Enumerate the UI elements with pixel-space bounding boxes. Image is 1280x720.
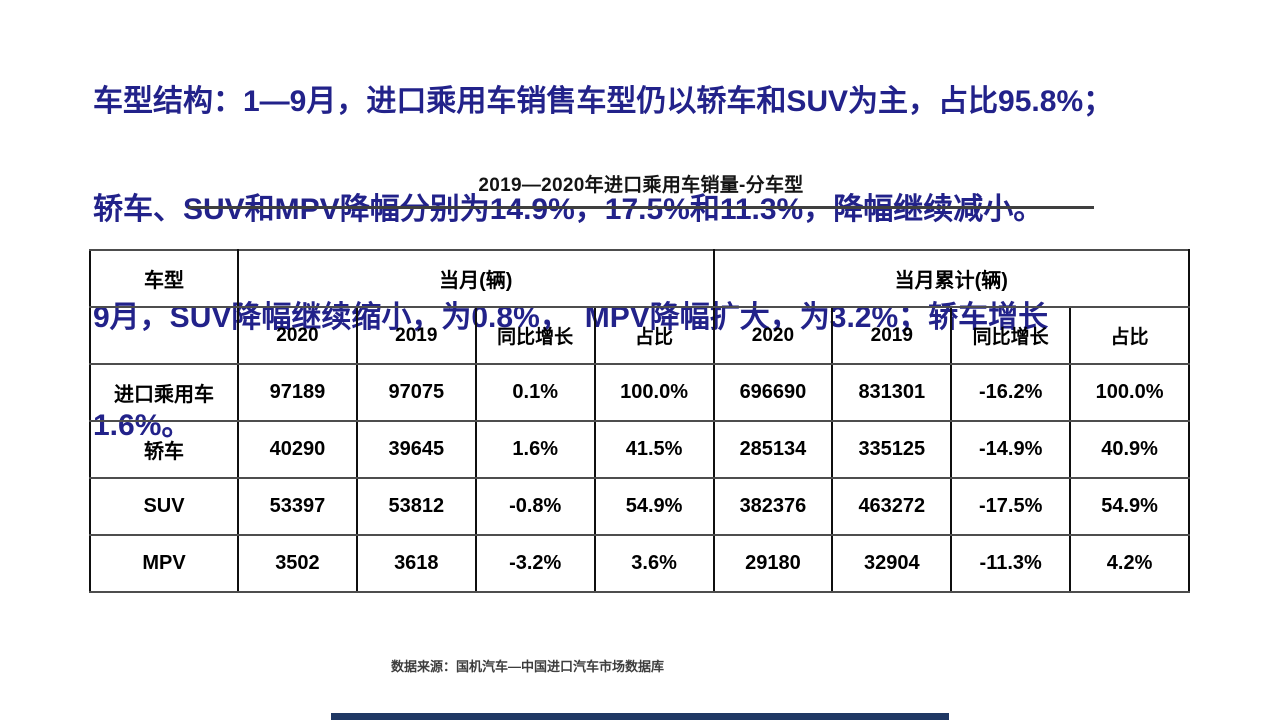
- sub-header-cum-2019: 2019: [831, 306, 953, 365]
- cell-cum-2019: 32904: [831, 534, 953, 593]
- sales-table: 车型 当月(辆) 当月累计(辆) 2020 2019 同比增长 占比 2020 …: [89, 249, 1190, 593]
- cell-cum-2019: 463272: [831, 477, 953, 536]
- vehicle-type-empty-cell: [89, 306, 239, 365]
- cell-month-2020: 3502: [237, 534, 358, 593]
- table-row-mpv: MPV 3502 3618 -3.2% 3.6% 29180 32904 -11…: [89, 534, 1190, 593]
- cell-month-2019: 3618: [355, 534, 477, 593]
- cell-month-2020: 97189: [237, 363, 358, 422]
- cell-month-yoy: 0.1%: [474, 363, 596, 422]
- title-underline: [188, 206, 1094, 209]
- cell-cum-share: 40.9%: [1069, 420, 1190, 479]
- cell-month-share: 3.6%: [593, 534, 715, 593]
- cell-month-2019: 39645: [355, 420, 477, 479]
- sub-header-cum-yoy: 同比增长: [950, 306, 1072, 365]
- sub-header-month-2020: 2020: [237, 306, 358, 365]
- cell-month-2020: 40290: [237, 420, 358, 479]
- cell-cum-yoy: -11.3%: [950, 534, 1072, 593]
- heading-line-1: 车型结构：1—9月，进口乘用车销售车型仍以轿车和SUV为主，占比95.8%；: [93, 85, 1114, 118]
- cell-cum-share: 4.2%: [1069, 534, 1190, 593]
- cell-month-yoy: 1.6%: [474, 420, 596, 479]
- row-label: 进口乘用车: [89, 363, 239, 422]
- cell-month-2019: 97075: [355, 363, 477, 422]
- cell-month-2019: 53812: [355, 477, 477, 536]
- cell-cum-2020: 696690: [712, 363, 834, 422]
- cell-cum-2020: 285134: [712, 420, 834, 479]
- table-row-suv: SUV 53397 53812 -0.8% 54.9% 382376 46327…: [89, 477, 1190, 536]
- cell-month-yoy: -3.2%: [474, 534, 596, 593]
- cell-cum-2020: 382376: [712, 477, 834, 536]
- table-row-sedan: 轿车 40290 39645 1.6% 41.5% 285134 335125 …: [89, 420, 1190, 479]
- table-sub-header-row: 2020 2019 同比增长 占比 2020 2019 同比增长 占比: [89, 306, 1190, 365]
- row-label: 轿车: [89, 420, 239, 479]
- sub-header-cum-2020: 2020: [712, 306, 834, 365]
- month-group-header-cell: 当月(辆): [237, 249, 715, 308]
- cell-month-yoy: -0.8%: [474, 477, 596, 536]
- data-source-note: 数据来源：国机汽车—中国进口汽车市场数据库: [391, 659, 665, 674]
- cell-month-2020: 53397: [237, 477, 358, 536]
- cell-cum-2019: 831301: [831, 363, 953, 422]
- cell-cum-2019: 335125: [831, 420, 953, 479]
- row-label: SUV: [89, 477, 239, 536]
- heading-line-2: 轿车、SUV和MPV降幅分别为14.9%，17.5%和11.3%，降幅继续减小。: [93, 193, 1044, 226]
- table-group-header-row: 车型 当月(辆) 当月累计(辆): [89, 249, 1190, 308]
- table-title: 2019—2020年进口乘用车销量-分车型: [478, 175, 804, 196]
- cell-cum-share: 100.0%: [1069, 363, 1190, 422]
- row-label: MPV: [89, 534, 239, 593]
- cell-month-share: 100.0%: [593, 363, 715, 422]
- sub-header-month-2019: 2019: [355, 306, 477, 365]
- cell-cum-share: 54.9%: [1069, 477, 1190, 536]
- cumulative-group-header-cell: 当月累计(辆): [712, 249, 1190, 308]
- cell-cum-yoy: -16.2%: [950, 363, 1072, 422]
- vehicle-type-header-cell: 车型: [89, 249, 239, 308]
- sub-header-cum-share: 占比: [1069, 306, 1190, 365]
- cell-cum-2020: 29180: [712, 534, 834, 593]
- cell-cum-yoy: -17.5%: [950, 477, 1072, 536]
- table-row-imported-passenger-cars: 进口乘用车 97189 97075 0.1% 100.0% 696690 831…: [89, 363, 1190, 422]
- cell-month-share: 54.9%: [593, 477, 715, 536]
- sub-header-month-share: 占比: [593, 306, 715, 365]
- bottom-accent-bar: [331, 713, 949, 720]
- cell-cum-yoy: -14.9%: [950, 420, 1072, 479]
- cell-month-share: 41.5%: [593, 420, 715, 479]
- table-title-block: 2019—2020年进口乘用车销量-分车型: [188, 170, 1094, 209]
- sub-header-month-yoy: 同比增长: [474, 306, 596, 365]
